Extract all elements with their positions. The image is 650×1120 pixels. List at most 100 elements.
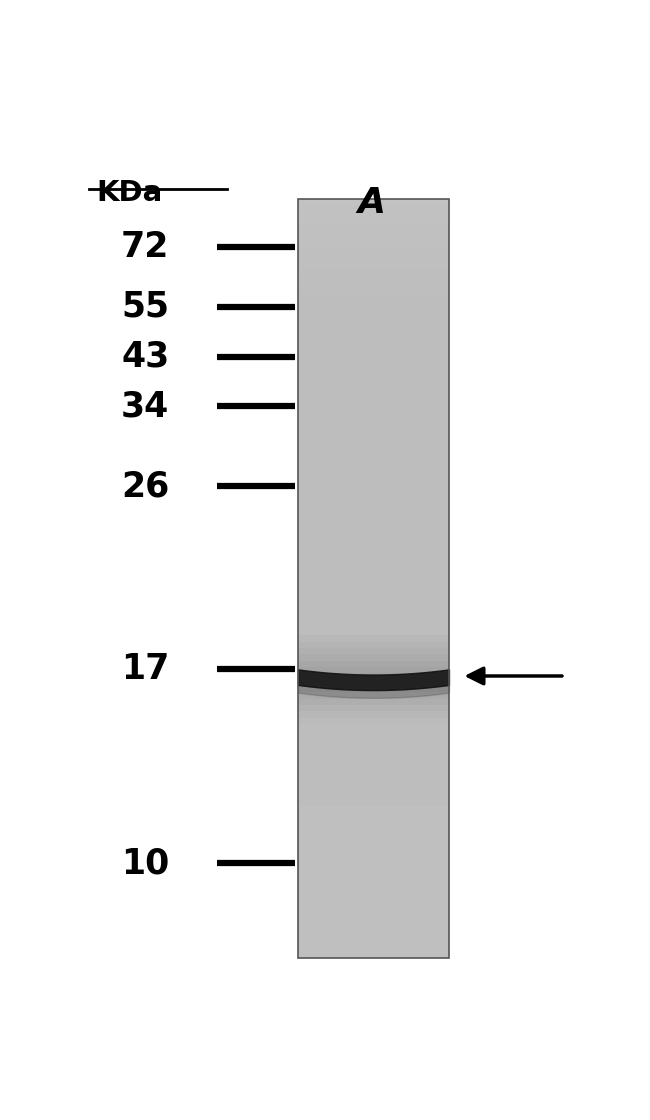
Bar	[298, 312, 449, 319]
Bar	[298, 446, 449, 452]
Bar	[298, 787, 449, 794]
Bar	[298, 838, 449, 844]
Bar	[298, 718, 449, 724]
Bar	[298, 370, 449, 376]
Bar	[298, 269, 449, 276]
Bar	[298, 673, 449, 680]
Bar	[298, 591, 449, 597]
Bar	[298, 850, 449, 857]
Bar	[298, 212, 449, 218]
Bar	[298, 345, 449, 351]
Text: A: A	[357, 186, 385, 221]
Bar	[298, 692, 449, 699]
Bar	[298, 326, 449, 332]
Bar	[298, 205, 449, 212]
Bar	[298, 730, 449, 737]
Bar	[298, 888, 449, 895]
Bar	[298, 541, 449, 547]
Bar	[298, 654, 449, 661]
Bar	[298, 243, 449, 250]
Bar	[298, 768, 449, 775]
Bar	[298, 231, 449, 237]
Bar	[298, 237, 449, 243]
Bar	[298, 704, 449, 711]
Bar	[298, 364, 449, 370]
Bar	[298, 383, 449, 389]
Text: 26: 26	[121, 469, 170, 503]
Bar	[298, 585, 449, 591]
Bar	[298, 433, 449, 439]
Bar	[298, 256, 449, 262]
Bar	[298, 876, 449, 883]
Text: KDa: KDa	[96, 179, 162, 207]
Bar	[298, 781, 449, 787]
Bar	[298, 914, 449, 920]
Bar	[298, 307, 449, 312]
Bar	[298, 547, 449, 553]
Bar	[298, 926, 449, 933]
Text: 17: 17	[121, 652, 170, 687]
Bar	[298, 250, 449, 256]
Bar	[298, 945, 449, 952]
Bar	[298, 762, 449, 768]
Bar	[298, 288, 449, 293]
Bar	[298, 553, 449, 560]
Bar	[298, 756, 449, 762]
Text: 55: 55	[122, 290, 170, 324]
Bar	[298, 218, 449, 224]
Bar	[298, 319, 449, 326]
Text: 10: 10	[121, 846, 170, 880]
Bar	[298, 560, 449, 566]
Bar	[298, 477, 449, 484]
Bar	[298, 812, 449, 819]
Bar	[298, 465, 449, 472]
Bar	[298, 420, 449, 427]
Bar	[298, 496, 449, 503]
Bar	[298, 844, 449, 850]
Bar	[298, 687, 449, 692]
Bar	[298, 680, 449, 687]
Bar	[298, 648, 449, 654]
Bar	[298, 629, 449, 635]
Bar	[298, 616, 449, 623]
Bar	[298, 439, 449, 446]
Bar	[298, 199, 449, 205]
Bar	[298, 395, 449, 401]
Bar	[298, 724, 449, 730]
Bar	[298, 806, 449, 812]
Bar	[298, 831, 449, 838]
Bar	[298, 933, 449, 939]
Bar	[298, 408, 449, 414]
Bar	[298, 895, 449, 902]
Bar	[298, 572, 449, 579]
Bar	[298, 508, 449, 515]
Bar	[298, 902, 449, 907]
Bar	[298, 642, 449, 648]
Bar	[298, 427, 449, 433]
Bar	[298, 472, 449, 477]
Bar	[298, 825, 449, 831]
Bar	[298, 281, 449, 288]
Bar	[298, 920, 449, 926]
Bar	[298, 503, 449, 508]
Bar	[298, 794, 449, 800]
Bar	[298, 566, 449, 572]
Bar	[298, 668, 449, 673]
Bar	[298, 711, 449, 718]
Bar	[298, 262, 449, 269]
Bar	[298, 332, 449, 338]
Bar	[298, 699, 449, 704]
Bar	[298, 610, 449, 616]
Bar	[298, 635, 449, 642]
Text: 34: 34	[121, 389, 170, 423]
Bar	[298, 819, 449, 825]
Bar	[298, 376, 449, 383]
Bar	[298, 864, 449, 869]
Bar	[298, 484, 449, 489]
Bar	[298, 604, 449, 610]
Bar	[298, 939, 449, 945]
Bar	[298, 534, 449, 541]
Bar	[298, 351, 449, 357]
Bar	[298, 857, 449, 864]
Bar	[298, 414, 449, 420]
